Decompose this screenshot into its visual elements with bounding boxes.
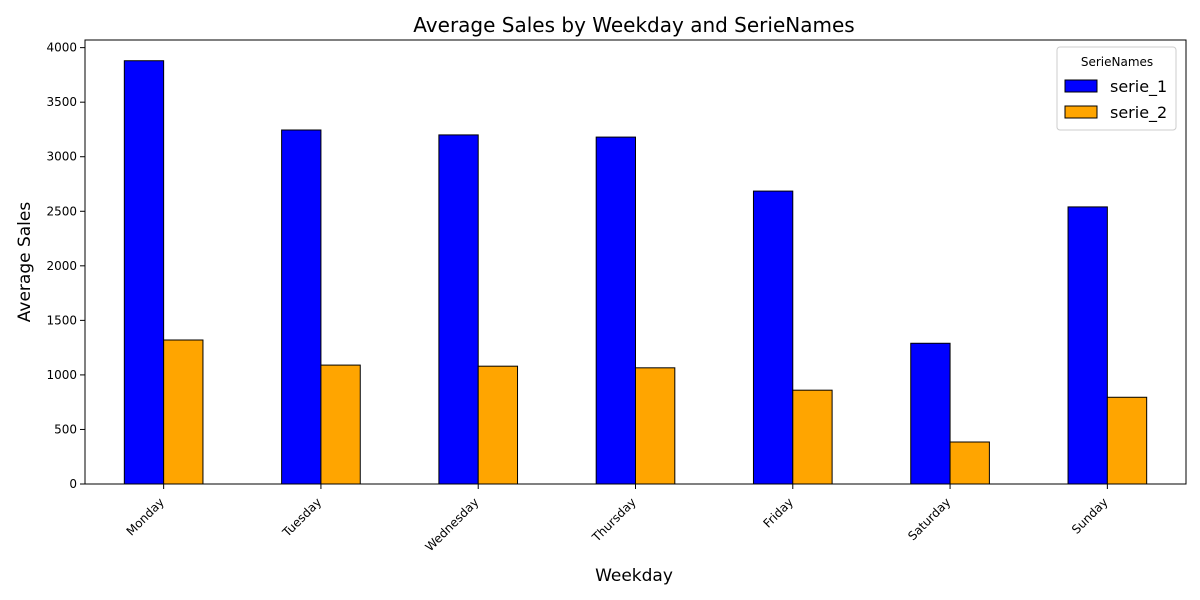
x-axis-title: Weekday <box>595 566 673 586</box>
bar-serie_2-tuesday <box>320 364 361 485</box>
legend-swatch-serie_1 <box>1064 79 1098 93</box>
y-axis-title: Average Sales <box>15 202 35 323</box>
x-tick-label-sunday: Sunday <box>1069 495 1111 537</box>
bar-serie_2-friday <box>792 389 833 485</box>
bar-serie_1-thursday <box>595 136 636 485</box>
x-axis: Monday Tuesday Wednesday Thursday Friday Satu… <box>124 484 1111 554</box>
y-tick-label: 1500 <box>46 313 77 327</box>
x-tick-label-friday: Friday <box>760 495 796 531</box>
x-tick-label-tuesday: Tuesday <box>279 495 324 540</box>
bar-serie_2-monday <box>163 339 204 485</box>
bar-serie_1-friday <box>752 190 794 485</box>
y-tick-label: 500 <box>54 422 77 436</box>
bar-serie_1-wednesday <box>438 134 479 485</box>
bar-serie_2-sunday <box>1106 396 1148 485</box>
bar-serie_1-saturday <box>910 342 951 485</box>
x-tick-label-wednesday: Wednesday <box>422 495 481 554</box>
bar-serie_1-monday <box>123 60 165 485</box>
bar-serie_2-thursday <box>635 367 676 485</box>
bar-serie_2-wednesday <box>477 365 519 485</box>
y-axis: 0 500 1000 1500 2000 2500 3000 3500 4000 <box>46 41 85 491</box>
y-tick-label: 2500 <box>46 204 77 218</box>
x-tick-label-saturday: Saturday <box>905 495 953 543</box>
x-tick-label-monday: Monday <box>124 495 167 538</box>
legend-title: SerieNames <box>1081 55 1153 69</box>
y-tick-label: 2000 <box>46 259 77 273</box>
y-tick-label: 4000 <box>46 41 77 55</box>
bar-serie_1-tuesday <box>281 129 322 485</box>
legend: SerieNames serie_1 serie_2 <box>1056 46 1177 131</box>
y-tick-label: 3500 <box>46 95 77 109</box>
chart-title: Average Sales by Weekday and SerieNames <box>413 13 854 37</box>
y-tick-label: 0 <box>69 477 77 491</box>
legend-label-serie_2: serie_2 <box>1110 103 1167 123</box>
x-tick-label-thursday: Thursday <box>589 495 639 545</box>
bar-serie_1-sunday <box>1067 206 1108 485</box>
legend-swatch-serie_2 <box>1064 105 1098 119</box>
legend-label-serie_1: serie_1 <box>1110 77 1167 97</box>
plot-area <box>84 39 1187 485</box>
bar-serie_2-saturday <box>949 441 990 485</box>
y-tick-label: 1000 <box>46 368 77 382</box>
y-tick-label: 3000 <box>46 150 77 164</box>
